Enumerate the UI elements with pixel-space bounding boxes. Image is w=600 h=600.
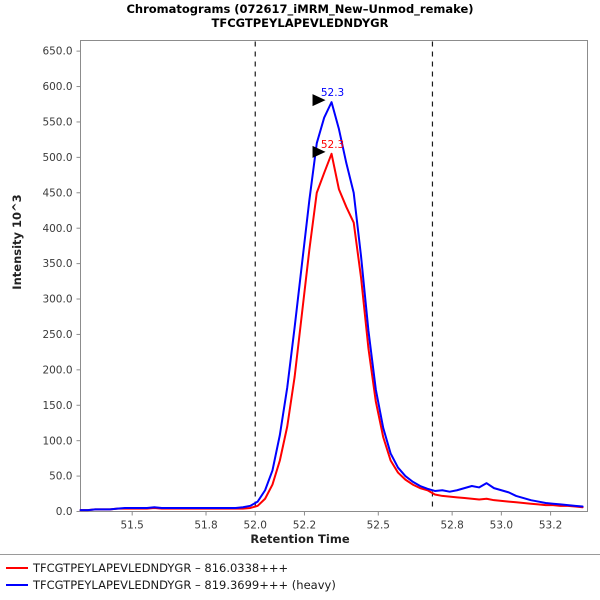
y-tick-label: 550.0 — [42, 117, 72, 129]
integration-boundary-lines[interactable] — [254, 41, 434, 511]
x-axis-label: Retention Time — [250, 532, 350, 546]
legend-color-swatch-heavy — [6, 583, 28, 586]
legend-item-light[interactable]: TFCGTPEYLAPEVLEDNDYGR – 816.0338+++ — [0, 559, 600, 576]
chromatogram-plot[interactable]: 0.0 50.0 100.0 150.0 200.0 250.0 300.0 350.0 400… — [0, 0, 600, 545]
legend-label-light: TFCGTPEYLAPEVLEDNDYGR – 816.0338+++ — [33, 560, 289, 575]
x-tick-label: 52.8 — [440, 520, 463, 532]
y-axis-label: Intensity 10^3 — [10, 194, 24, 290]
legend-label-heavy: TFCGTPEYLAPEVLEDNDYGR – 819.3699+++ (hea… — [33, 577, 336, 592]
x-axis-ticks: 51.5 51.8 52.0 52.2 52.5 52.8 53.0 53.2 — [120, 511, 562, 532]
x-tick-label: 51.8 — [194, 520, 217, 532]
legend-color-swatch-light — [6, 566, 28, 569]
chart-subtitle: TFCGTPEYLAPEVLEDNDYGR — [211, 16, 389, 30]
chart-title: Chromatograms (072617_iMRM_New–Unmod_rem… — [126, 2, 474, 16]
plot-frame — [80, 40, 588, 512]
legend: TFCGTPEYLAPEVLEDNDYGR – 816.0338+++ TFCG… — [0, 554, 600, 593]
y-tick-label: 100.0 — [42, 435, 72, 447]
y-tick-label: 300.0 — [42, 294, 72, 306]
y-tick-label: 250.0 — [42, 329, 72, 341]
x-tick-label: 52.5 — [367, 520, 390, 532]
peak-retention-time-label[interactable]: 52.3 — [321, 139, 344, 151]
peak-marker-triangle[interactable] — [312, 145, 326, 158]
y-tick-label: 200.0 — [42, 364, 72, 376]
x-tick-label: 53.2 — [539, 520, 562, 532]
chart-title-block: Chromatograms (072617_iMRM_New–Unmod_rem… — [0, 2, 600, 30]
curve-heavy — [79, 101, 584, 512]
x-tick-label: 52.2 — [293, 520, 316, 532]
x-tick-label: 51.5 — [120, 520, 143, 532]
x-tick-label: 53.0 — [490, 520, 513, 532]
peak-annotations[interactable]: 52.3 52.3 — [312, 87, 345, 158]
y-tick-label: 500.0 — [42, 152, 72, 164]
peak-retention-time-label[interactable]: 52.3 — [321, 87, 344, 99]
peak-marker-triangle[interactable] — [312, 94, 326, 107]
x-tick-label: 52.0 — [244, 520, 267, 532]
chromatogram-curves — [79, 101, 584, 512]
y-axis-ticks: 0.0 50.0 100.0 150.0 200.0 250.0 300.0 350.0 400… — [42, 46, 81, 518]
y-tick-label: 150.0 — [42, 400, 72, 412]
y-tick-label: 0.0 — [56, 506, 73, 518]
y-tick-label: 650.0 — [42, 46, 72, 58]
legend-item-heavy[interactable]: TFCGTPEYLAPEVLEDNDYGR – 819.3699+++ (hea… — [0, 576, 600, 593]
y-tick-label: 350.0 — [42, 258, 72, 270]
y-tick-label: 450.0 — [42, 187, 72, 199]
y-tick-label: 50.0 — [49, 471, 72, 483]
y-tick-label: 400.0 — [42, 223, 72, 235]
y-tick-label: 600.0 — [42, 81, 72, 93]
